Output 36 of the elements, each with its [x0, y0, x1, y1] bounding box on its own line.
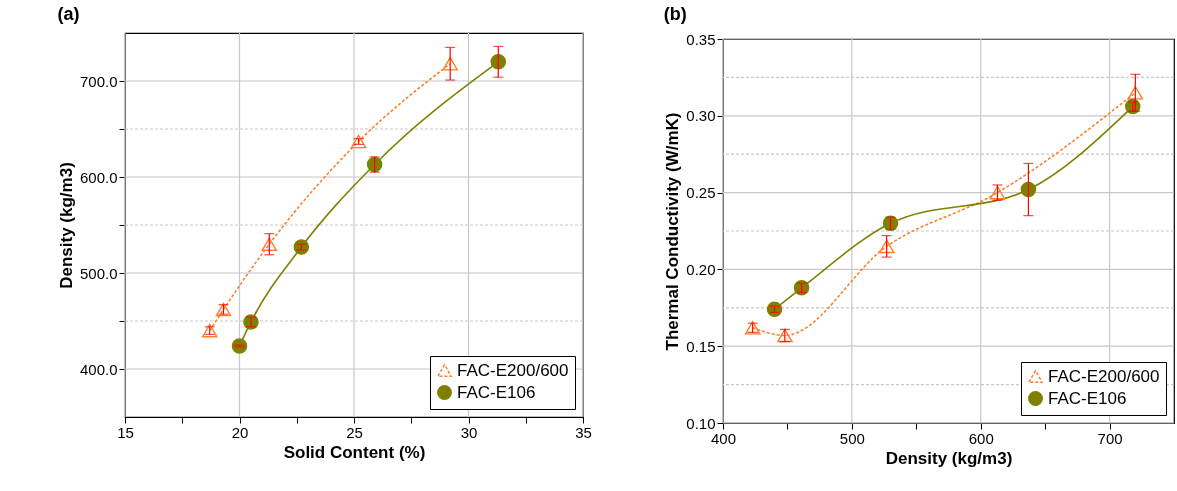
chart-title: (a) — [57, 4, 80, 25]
x-axis-title: Solid Content (%) — [283, 442, 426, 462]
x-axis-title: Density (kg/m3) — [885, 448, 1013, 468]
x-tick-label: 20 — [231, 423, 249, 441]
legend-label: FAC-E200/600 — [1048, 366, 1160, 386]
y-tick-label: 0.15 — [686, 337, 716, 355]
point — [261, 237, 278, 252]
legend-label: FAC-E106 — [1048, 388, 1127, 408]
y-tick-label: 700.0 — [79, 72, 118, 90]
x-tick-label: 30 — [460, 423, 478, 441]
legend-label: FAC-E200/600 — [457, 360, 569, 380]
x-tick-label: 35 — [575, 423, 592, 441]
point — [490, 54, 507, 70]
y-tick-label: 0.35 — [686, 30, 716, 48]
y-tick-label: 400.0 — [79, 360, 118, 378]
y-tick-label: 600.0 — [79, 168, 118, 186]
y-axis-title: Density (kg/m3) — [56, 162, 76, 289]
y-tick-label: 500.0 — [79, 264, 118, 282]
point — [1020, 181, 1037, 198]
x-tick-label: 25 — [346, 423, 363, 441]
point — [1127, 85, 1144, 100]
x-tick-label: 600 — [968, 429, 994, 447]
legend-label: FAC-E106 — [457, 382, 536, 402]
y-tick-label: 0.30 — [686, 107, 716, 125]
x-tick-label: 15 — [117, 423, 134, 441]
point — [442, 56, 458, 71]
y-tick-label: 0.20 — [686, 260, 716, 278]
x-tick-label: 500 — [839, 429, 865, 447]
point — [350, 134, 367, 149]
y-axis-title: Thermal Conductivity (W/mK) — [663, 112, 683, 351]
y-tick-label: 0.25 — [686, 184, 716, 202]
y-tick-label: 0.10 — [686, 414, 716, 432]
x-tick-label: 400 — [710, 429, 737, 447]
x-tick-label: 700 — [1097, 429, 1123, 447]
point — [878, 239, 895, 254]
chart-title: (b) — [663, 4, 687, 24]
